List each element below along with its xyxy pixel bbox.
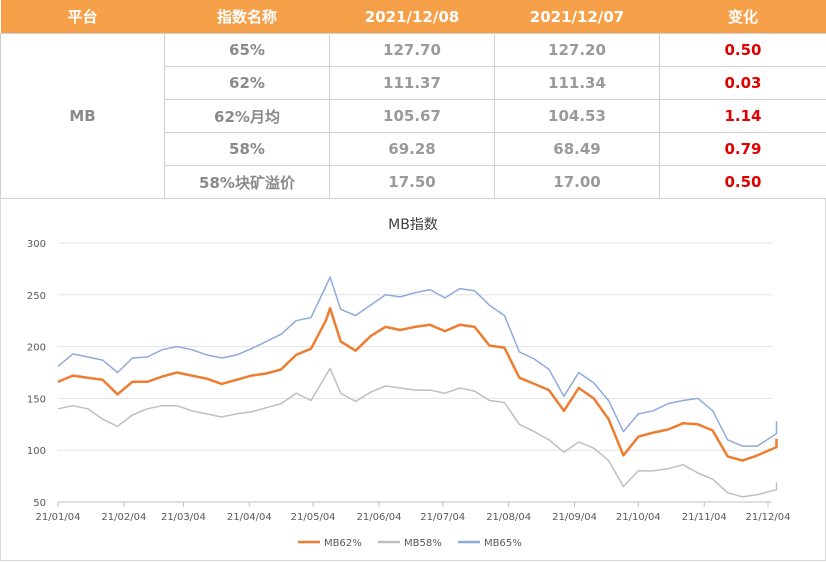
value-cell: 105.67 (329, 99, 495, 133)
value-cell: 17.00 (494, 165, 660, 199)
x-tick-label: 21/01/04 (36, 512, 81, 523)
series-line-mb58pct (57, 367, 778, 498)
index-name-cell: 58%块矿溢价 (164, 165, 330, 199)
x-tick-label: 21/06/04 (357, 512, 402, 523)
x-tick-label: 21/09/04 (552, 512, 597, 523)
table-row: 58% 69.28 68.49 0.79 (1, 132, 826, 166)
value-cell: 17.50 (329, 165, 495, 199)
table-row: 62%月均 105.67 104.53 1.14 (1, 99, 826, 133)
header-change: 变化 (659, 0, 826, 34)
header-date-2: 2021/12/07 (494, 0, 660, 34)
header-date-1: 2021/12/08 (329, 0, 495, 34)
legend-label: MB58% (404, 538, 442, 549)
y-tick-label: 250 (27, 291, 46, 302)
legend-label: MB65% (484, 538, 522, 549)
x-tick-label: 21/11/04 (682, 512, 727, 523)
table-row: 62% 111.37 111.34 0.03 (1, 66, 826, 100)
value-cell: 127.70 (329, 33, 495, 67)
x-tick-label: 21/02/04 (101, 512, 146, 523)
x-tick-label: 21/03/04 (161, 512, 206, 523)
platform-cell: MB (0, 33, 165, 199)
value-cell: 111.34 (494, 66, 660, 100)
legend-label: MB62% (324, 538, 362, 549)
series-lines (57, 276, 778, 498)
change-cell: 0.50 (659, 165, 826, 199)
x-tick-label: 21/07/04 (420, 512, 465, 523)
header-index-name: 指数名称 (164, 0, 330, 34)
table-row: 58%块矿溢价 17.50 17.00 0.50 (1, 165, 826, 199)
table-row: MB 65% 127.70 127.20 0.50 (0, 33, 826, 199)
x-tick-label: 21/10/04 (616, 512, 661, 523)
x-axis-ticks: 21/01/04 21/02/04 21/03/04 21/04/04 21/05/04… (36, 502, 791, 523)
legend: MB62% MB58% MB65% (298, 538, 522, 549)
x-tick-label: 21/08/04 (486, 512, 531, 523)
x-tick-label: 21/05/04 (291, 512, 336, 523)
y-axis-ticks: 50 100 150 200 250 300 (27, 239, 46, 509)
value-cell: 104.53 (494, 99, 660, 133)
y-tick-label: 100 (27, 446, 46, 457)
chart-title: MB指数 (388, 217, 438, 233)
value-cell: 69.28 (329, 132, 495, 166)
y-tick-label: 50 (33, 498, 46, 509)
value-cell: 127.20 (494, 33, 660, 67)
value-cell: 68.49 (494, 132, 660, 166)
index-table: 平台 指数名称 2021/12/08 2021/12/07 变化 MB 65% … (0, 0, 826, 199)
change-cell: 0.03 (659, 66, 826, 100)
value-cell: 111.37 (329, 66, 495, 100)
index-name-cell: 58% (164, 132, 330, 166)
index-name-cell: 62% (164, 66, 330, 100)
index-name-cell: 65% (164, 33, 330, 67)
change-cell: 1.14 (659, 99, 826, 133)
table-header-row: 平台 指数名称 2021/12/08 2021/12/07 变化 (0, 0, 826, 34)
header-platform: 平台 (0, 0, 165, 34)
series-line-mb62pct (57, 307, 778, 462)
x-tick-label: 21/12/04 (746, 512, 791, 523)
x-tick-label: 21/04/04 (227, 512, 272, 523)
series-line-mb65pct (57, 276, 778, 447)
index-name-cell: 62%月均 (164, 99, 330, 133)
change-cell: 0.79 (659, 132, 826, 166)
change-cell: 0.50 (659, 33, 826, 67)
y-tick-label: 150 (27, 394, 46, 405)
y-tick-label: 300 (27, 239, 46, 250)
y-tick-label: 200 (27, 343, 46, 354)
grid-lines (58, 242, 772, 503)
